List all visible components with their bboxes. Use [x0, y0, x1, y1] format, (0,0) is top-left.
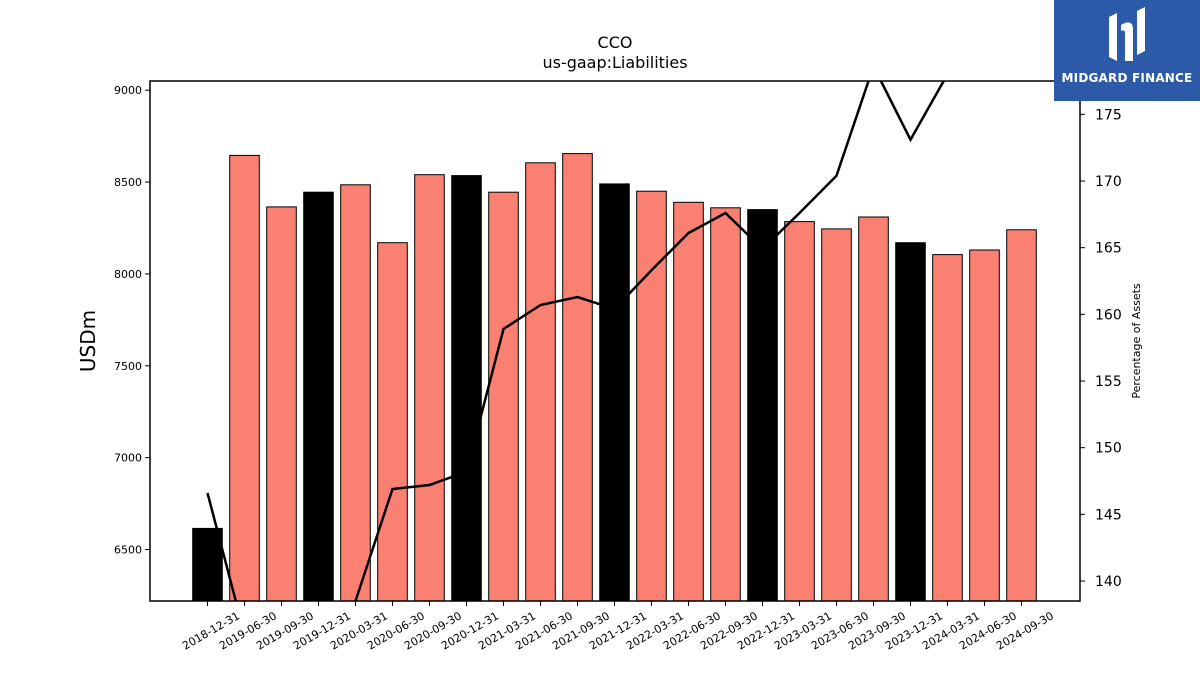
bar-2020-06-30	[377, 242, 408, 602]
bar-2023-06-30	[821, 228, 852, 602]
midgard-finance-logo: MIDGARD FINANCE	[1054, 0, 1200, 101]
bars-group	[192, 153, 1037, 602]
bar-2021-03-31	[488, 191, 519, 602]
y-tick-label: 6500	[114, 544, 142, 557]
bar-2019-12-31	[303, 191, 334, 602]
bar-2023-09-30	[858, 216, 889, 602]
y-tick-label: 9000	[114, 84, 142, 97]
y-tick-label: 7500	[114, 360, 142, 373]
bar-2020-03-31	[340, 184, 371, 602]
x-axis: 2018-12-312019-06-302019-09-302019-12-31…	[180, 601, 1056, 653]
bar-2021-06-30	[525, 162, 556, 602]
y2-tick-label: 170	[1095, 174, 1122, 190]
y-tick-label: 8500	[114, 176, 142, 189]
y2-tick-label: 175	[1095, 107, 1122, 123]
y-axis-label: USDm	[76, 310, 100, 372]
chart-subtitle: us-gaap:Liabilities	[542, 53, 687, 72]
y2-tick-label: 160	[1095, 307, 1122, 323]
bar-2023-12-31	[895, 242, 926, 602]
y-tick-label: 8000	[114, 268, 142, 281]
midgard-logo-icon	[1109, 7, 1145, 62]
bar-2022-09-30	[710, 207, 741, 602]
bar-2019-09-30	[266, 206, 297, 602]
bar-2022-12-31	[747, 209, 778, 602]
line-group	[206, 81, 946, 601]
left-axis: 6500 7000 7500 8000 8500 9000	[114, 84, 150, 557]
bar-2021-09-30	[562, 153, 593, 602]
y2-tick-label: 150	[1095, 441, 1122, 457]
chart-title: CCO	[598, 33, 633, 52]
right-axis: 140 145 150 155 160 165 170 175	[1080, 107, 1122, 590]
bar-2023-03-31	[784, 221, 815, 602]
bar-2021-12-31	[599, 183, 630, 602]
y2-tick-label: 145	[1095, 507, 1122, 523]
bar-2020-09-30	[414, 174, 445, 602]
bar-2018-12-31	[192, 527, 223, 602]
y2-axis-label: Percentage of Assets	[1130, 283, 1143, 399]
bar-2020-12-31	[451, 175, 482, 602]
y2-tick-label: 140	[1095, 574, 1122, 590]
logo-text: MIDGARD FINANCE	[1061, 71, 1193, 85]
bar-2024-03-31	[932, 254, 963, 602]
bar-2024-06-30	[969, 249, 1000, 602]
percentage-line	[206, 81, 946, 601]
bar-2022-03-31	[636, 190, 667, 602]
y2-tick-label: 155	[1095, 374, 1122, 390]
y2-tick-label: 165	[1095, 241, 1122, 257]
bar-2022-06-30	[673, 201, 704, 602]
bar-2024-09-30	[1006, 229, 1037, 602]
y-tick-label: 7000	[114, 452, 142, 465]
bar-2019-06-30	[229, 154, 260, 602]
